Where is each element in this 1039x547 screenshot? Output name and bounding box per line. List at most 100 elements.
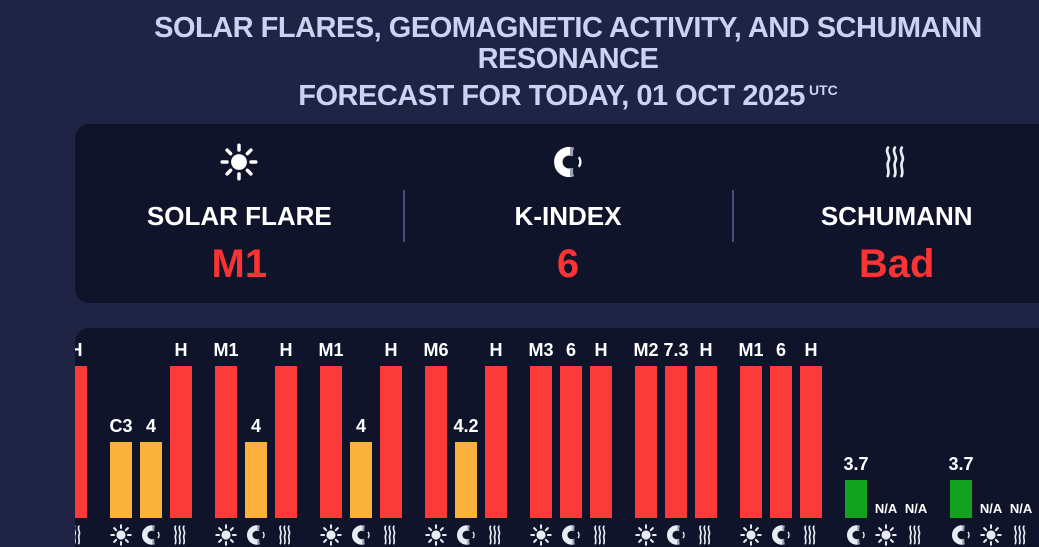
bar-value-label: H — [699, 340, 713, 360]
bar-value-label: M1 — [213, 340, 239, 360]
bar-value-label: M2 — [633, 340, 659, 360]
forecast-bar-slot: H — [590, 340, 612, 518]
waves-icon — [75, 523, 87, 547]
bar-value-label: H — [279, 340, 293, 360]
bar-value-label: M1 — [318, 340, 344, 360]
forecast-day-group: M16HOct 01 — [738, 338, 822, 547]
forecast-bar-slot: H — [275, 340, 297, 518]
waves-icon — [485, 523, 507, 547]
bar-value-label: H — [174, 340, 188, 360]
forecast-bar-slot: 4 — [350, 416, 372, 518]
bars-row: 3.7 N/A N/A — [843, 338, 927, 518]
summary-col-k-index: K-INDEX 6 — [404, 124, 733, 303]
bars-row: M3 6 H — [528, 338, 612, 518]
k-index-bar — [350, 442, 372, 518]
forecast-bar-slot: H — [170, 340, 192, 518]
bars-row: M1 4 H — [318, 338, 402, 518]
icons-row — [530, 523, 612, 547]
forecast-day-group: H — [75, 338, 87, 547]
bars-row: M2 7.3 H — [633, 338, 717, 518]
waves-icon — [590, 523, 612, 547]
bar-value-label: H — [804, 340, 818, 360]
forecast-bar-slot: 3.7 — [843, 454, 869, 518]
solar-flare-bar — [425, 366, 447, 518]
bar-value-label: N/A — [1009, 501, 1033, 516]
forecast-day-group: M64.2HSep 28 — [423, 338, 507, 547]
forecast-bar-slot: H — [695, 340, 717, 518]
forecast-bar-slot: C3 — [110, 416, 133, 518]
sun-icon — [530, 523, 552, 547]
bar-value-label: 3.7 — [843, 454, 869, 474]
schumann-bar — [75, 366, 87, 518]
magnet-icon — [245, 523, 267, 547]
forecast-bar-slot: N/A — [980, 502, 1002, 518]
sun-icon — [875, 523, 897, 547]
forecast-bar-slot: 3.7 — [948, 454, 974, 518]
forecast-bar-slot: 7.3 — [663, 340, 689, 518]
solar-flare-bar — [215, 366, 237, 518]
sun-icon — [635, 523, 657, 547]
k-index-bar — [560, 366, 582, 518]
k-index-bar — [245, 442, 267, 518]
bar-value-label: H — [75, 340, 83, 360]
solar-flare-bar — [635, 366, 657, 518]
bar-value-label: 6 — [775, 340, 786, 360]
forecast-bar-slot: M6 — [423, 340, 449, 518]
k-index-bar — [845, 480, 867, 518]
forecast-bar-slot: 6 — [560, 340, 582, 518]
icons-row — [320, 523, 402, 547]
chart-row: HC34HSep 25M14HSep 26M14HSep 27M64.2HSep… — [75, 338, 1039, 547]
k-index-bar — [950, 480, 972, 518]
bars-row: H — [75, 338, 87, 518]
waves-icon — [1010, 523, 1032, 547]
magnet-icon — [845, 523, 867, 547]
waves-icon — [380, 523, 402, 547]
forecast-bar-slot: H — [800, 340, 822, 518]
bar-value-label: M1 — [738, 340, 764, 360]
sun-icon — [110, 523, 132, 547]
bar-value-label: M3 — [528, 340, 554, 360]
bars-row: M1 6 H — [738, 338, 822, 518]
magnet-icon — [770, 523, 792, 547]
magnet-icon — [140, 523, 162, 547]
summary-value-k-index: 6 — [556, 242, 580, 286]
forecast-bar-slot: H — [380, 340, 402, 518]
sun-icon — [220, 143, 258, 181]
k-index-bar — [140, 442, 162, 518]
sun-icon — [215, 523, 237, 547]
summary-divider — [403, 190, 406, 242]
icons-row — [215, 523, 297, 547]
bar-value-label: 4 — [145, 416, 156, 436]
content-container: SOLAR FLARES, GEOMAGNETIC ACTIVITY, AND … — [75, 0, 1039, 547]
summary-label-solar-flare: SOLAR FLARE — [146, 201, 332, 231]
k-index-bar — [770, 366, 792, 518]
forecast-day-group: M36HSep 29 — [528, 338, 612, 547]
utc-superscript: UTC — [808, 82, 838, 98]
bar-value-label: H — [594, 340, 608, 360]
bar-value-label: N/A — [979, 501, 1003, 516]
icons-row — [110, 523, 192, 547]
icons-row — [950, 523, 1032, 547]
forecast-day-group: 3.7N/AN/AOct 02 — [843, 338, 927, 547]
icons-row — [845, 523, 927, 547]
waves-icon — [695, 523, 717, 547]
bar-value-label: 7.3 — [663, 340, 689, 360]
schumann-bar — [590, 366, 612, 518]
forecast-bar-slot: 4 — [245, 416, 267, 518]
bar-value-label: M6 — [423, 340, 449, 360]
solar-flare-bar — [740, 366, 762, 518]
waves-icon — [905, 523, 927, 547]
forecast-day-group: M27.3HSep 30 — [633, 338, 717, 547]
magnet-icon — [350, 523, 372, 547]
schumann-bar — [275, 366, 297, 518]
forecast-bar-slot: N/A — [875, 502, 897, 518]
waves-icon — [170, 523, 192, 547]
sun-icon — [980, 523, 1002, 547]
forecast-day-group: M14HSep 27 — [318, 338, 402, 547]
summary-value-solar-flare: M1 — [211, 242, 268, 286]
forecast-chart-panel: HC34HSep 25M14HSep 26M14HSep 27M64.2HSep… — [75, 328, 1039, 547]
summary-col-schumann: SCHUMANN Bad — [732, 124, 1039, 303]
bar-value-label: H — [384, 340, 398, 360]
waves-icon — [275, 523, 297, 547]
bar-value-label: 3.7 — [948, 454, 974, 474]
